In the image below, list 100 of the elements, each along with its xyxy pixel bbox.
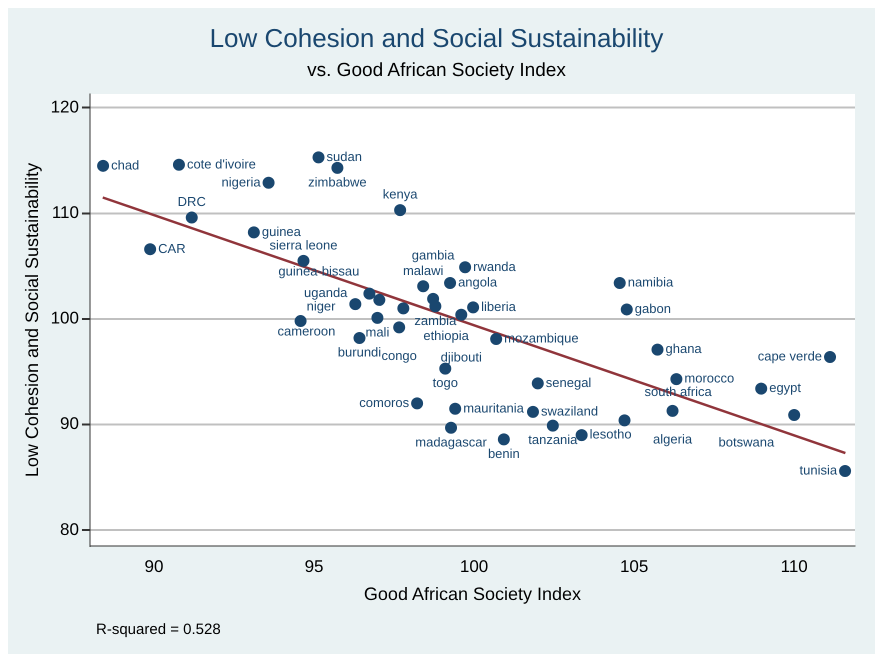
annotation: namibia <box>628 274 674 290</box>
point <box>397 302 410 314</box>
annotation: nigeria <box>222 174 262 190</box>
chart-title: Low Cohesion and Social Sustainability <box>210 22 664 53</box>
point <box>393 321 406 334</box>
annotation: ghana <box>666 341 702 356</box>
annotation: CAR <box>158 240 186 256</box>
point <box>455 308 468 321</box>
annotation: sierra leone <box>270 237 338 252</box>
point <box>755 382 768 395</box>
x-tick-label: 95 <box>304 556 324 576</box>
point <box>373 294 386 306</box>
annotation: niger <box>306 298 336 314</box>
text: R-squared = 0.528 <box>95 620 222 640</box>
annotation: botswana <box>718 434 775 450</box>
y-tick-label: 110 <box>52 203 79 222</box>
point <box>186 212 198 224</box>
annotation: chad <box>111 157 140 172</box>
annotation: comoros <box>359 395 410 410</box>
annotation: cape verde <box>758 348 822 364</box>
point <box>467 301 480 314</box>
annotation: angola <box>458 274 498 290</box>
annotation: zambia <box>414 312 458 328</box>
point <box>349 298 362 310</box>
point <box>532 377 544 390</box>
annotation: benin <box>488 446 520 461</box>
point <box>427 292 440 305</box>
annotation: tanzania <box>528 432 578 448</box>
annotation: tunisia <box>800 462 838 478</box>
annotation: togo <box>432 375 458 390</box>
y-tick-label: 90 <box>60 414 79 434</box>
y-tick-label: 120 <box>50 97 79 116</box>
annotation: egypt <box>769 380 802 396</box>
y-axis-title: Low Cohesion and Social Sustainability <box>22 162 42 478</box>
point <box>411 397 424 410</box>
point <box>297 254 310 267</box>
annotation: DRC <box>178 194 206 210</box>
annotation: madagascar <box>415 434 488 450</box>
annotation: guinea <box>262 224 302 239</box>
x-axis-title: Good African Society Index <box>364 584 582 604</box>
annotation: djibouti <box>440 349 482 364</box>
annotation: gambia <box>412 247 456 262</box>
point <box>262 176 275 189</box>
y-tick-label: 100 <box>50 308 79 328</box>
annotation: senegal <box>546 374 592 390</box>
point <box>444 277 456 290</box>
point <box>459 261 472 274</box>
y-tick-label: 80 <box>60 520 79 539</box>
annotation: liberia <box>481 298 517 314</box>
annotation: congo <box>381 348 417 363</box>
chart-subtitle: vs. Good African Society Index <box>307 60 566 81</box>
point <box>490 333 502 346</box>
point <box>546 420 559 432</box>
point <box>294 315 307 328</box>
point <box>312 151 325 164</box>
annotation: sudan <box>326 148 362 164</box>
annotation: burundi <box>338 344 382 360</box>
point <box>417 280 430 292</box>
point <box>248 226 260 238</box>
annotation: zimbabwe <box>308 174 367 190</box>
point <box>97 160 110 172</box>
point <box>371 312 384 324</box>
annotation: kenya <box>382 186 418 202</box>
x-tick-label: 105 <box>620 556 648 576</box>
annotation: gabon <box>634 301 671 316</box>
point <box>353 332 366 344</box>
point <box>670 373 682 386</box>
annotation: uganda <box>304 285 348 300</box>
point <box>618 414 631 426</box>
annotation: mauritania <box>463 400 525 416</box>
point <box>172 158 185 171</box>
annotation: swaziland <box>540 403 598 418</box>
x-tick-label: 110 <box>780 556 808 576</box>
annotation: morocco <box>684 370 734 386</box>
point <box>144 243 156 256</box>
annotation: ethiopia <box>423 328 470 343</box>
point <box>666 404 679 417</box>
annotation: mali <box>365 324 390 340</box>
point <box>498 433 510 446</box>
point <box>839 465 852 478</box>
point <box>331 162 344 174</box>
annotation: algeria <box>653 431 693 446</box>
point <box>394 204 406 216</box>
x-tick-label: 90 <box>144 556 164 576</box>
annotation: cote d'ivoire <box>186 156 256 172</box>
point <box>576 429 588 442</box>
annotation: rwanda <box>473 258 517 274</box>
point <box>363 288 376 300</box>
point <box>526 406 539 418</box>
annotation: cameroon <box>278 324 336 339</box>
point <box>449 402 462 415</box>
point <box>445 422 458 434</box>
point <box>652 344 664 356</box>
annotation: malawi <box>402 262 444 278</box>
point <box>824 350 836 363</box>
point <box>788 409 800 422</box>
point <box>614 277 626 290</box>
annotation: lesotho <box>590 426 632 442</box>
point <box>620 303 633 316</box>
x-tick-label: 100 <box>460 556 488 576</box>
